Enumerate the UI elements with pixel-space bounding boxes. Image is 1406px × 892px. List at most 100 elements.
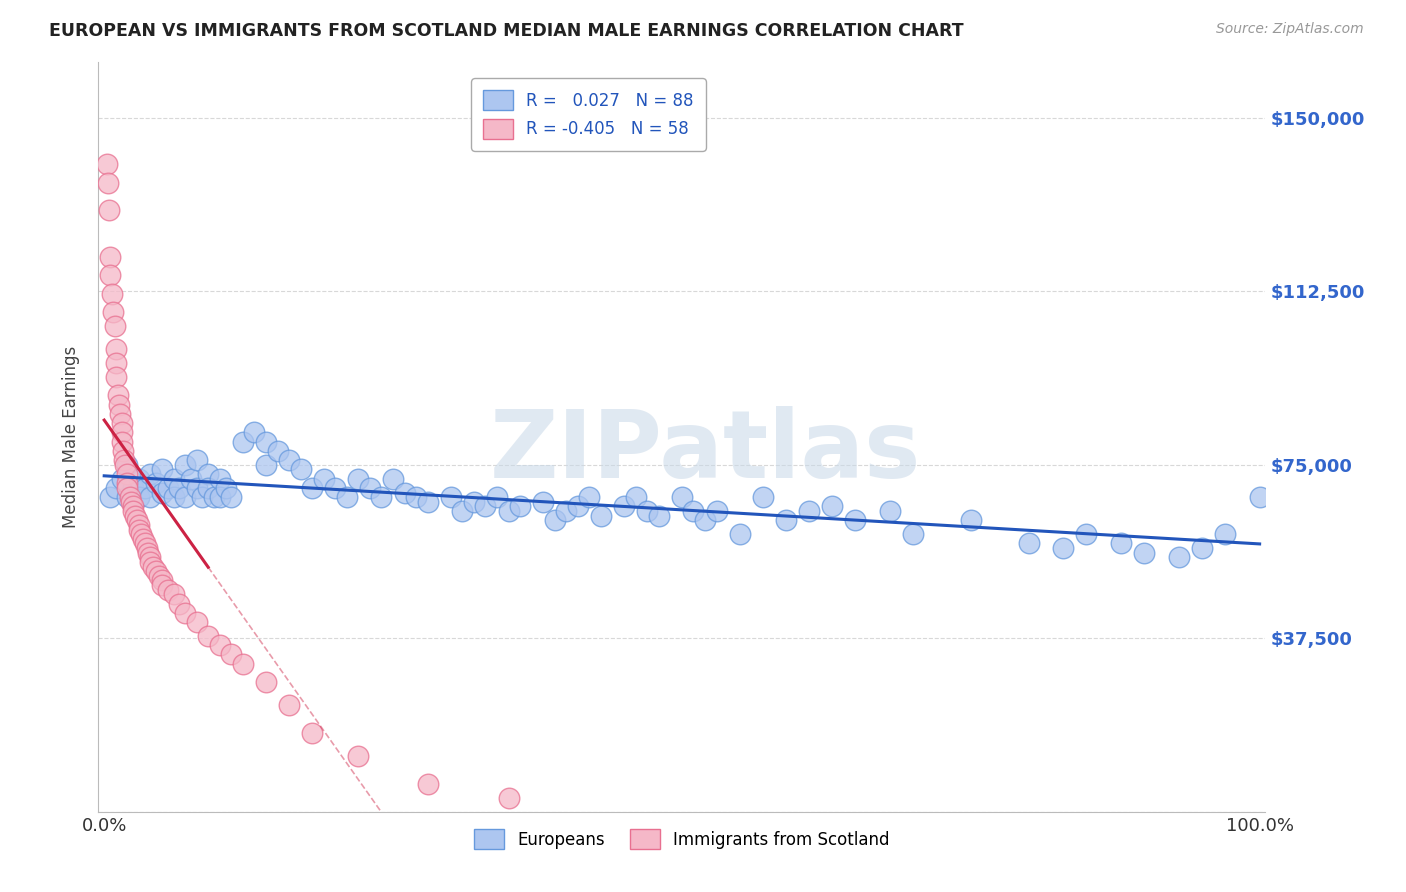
Point [266, 444, 288, 458]
Point [693, 513, 716, 527]
Point [162, 472, 184, 486]
Point [214, 481, 236, 495]
Point [232, 657, 254, 671]
Point [114, 458, 136, 472]
Point [290, 462, 312, 476]
Point [162, 490, 184, 504]
Point [117, 458, 139, 472]
Point [671, 490, 693, 504]
Point [347, 472, 370, 486]
Point [186, 615, 208, 629]
Point [162, 587, 184, 601]
Point [139, 550, 162, 565]
Point [186, 453, 208, 467]
Point [98, 268, 121, 283]
Point [150, 462, 173, 476]
Point [197, 629, 219, 643]
Point [416, 777, 439, 791]
Point [1076, 527, 1098, 541]
Point [463, 495, 485, 509]
Point [180, 472, 202, 486]
Point [128, 490, 150, 504]
Point [1133, 546, 1156, 560]
Point [139, 490, 162, 504]
Point [202, 490, 225, 504]
Text: EUROPEAN VS IMMIGRANTS FROM SCOTLAND MEDIAN MALE EARNINGS CORRELATION CHART: EUROPEAN VS IMMIGRANTS FROM SCOTLAND MED… [49, 22, 965, 40]
Point [1191, 541, 1213, 555]
Point [221, 490, 243, 504]
Point [156, 481, 179, 495]
Point [97, 176, 120, 190]
Point [97, 203, 120, 218]
Point [208, 472, 231, 486]
Point [103, 305, 125, 319]
Point [136, 541, 159, 555]
Point [347, 749, 370, 764]
Point [613, 500, 636, 514]
Point [104, 342, 127, 356]
Point [101, 286, 124, 301]
Point [169, 481, 191, 495]
Point [128, 523, 150, 537]
Point [498, 504, 520, 518]
Point [134, 481, 156, 495]
Point [624, 490, 647, 504]
Legend: Europeans, Immigrants from Scotland: Europeans, Immigrants from Scotland [467, 822, 897, 855]
Point [128, 518, 150, 533]
Point [879, 504, 901, 518]
Point [107, 388, 129, 402]
Point [278, 698, 301, 713]
Point [531, 495, 554, 509]
Point [544, 513, 567, 527]
Point [134, 536, 156, 550]
Point [129, 527, 152, 541]
Point [509, 500, 531, 514]
Point [636, 504, 658, 518]
Point [104, 370, 127, 384]
Point [648, 508, 671, 523]
Point [555, 504, 578, 518]
Point [110, 407, 132, 421]
Point [150, 578, 173, 592]
Point [148, 569, 170, 583]
Point [124, 508, 146, 523]
Point [104, 481, 127, 495]
Point [775, 513, 797, 527]
Point [301, 481, 323, 495]
Point [122, 504, 145, 518]
Point [589, 508, 612, 523]
Point [416, 495, 439, 509]
Point [232, 434, 254, 449]
Point [150, 485, 173, 500]
Point [844, 513, 866, 527]
Point [98, 250, 121, 264]
Point [197, 467, 219, 481]
Point [254, 675, 277, 690]
Point [156, 582, 179, 597]
Point [578, 490, 600, 504]
Point [451, 504, 474, 518]
Point [498, 790, 520, 805]
Point [197, 481, 219, 495]
Point [821, 500, 844, 514]
Point [122, 481, 145, 495]
Point [208, 490, 231, 504]
Point [139, 555, 162, 569]
Point [1167, 550, 1189, 565]
Point [752, 490, 775, 504]
Point [117, 490, 139, 504]
Point [1018, 536, 1040, 550]
Point [110, 416, 132, 430]
Point [128, 472, 150, 486]
Point [132, 532, 155, 546]
Point [278, 453, 301, 467]
Point [440, 490, 463, 504]
Text: ZIPatlas: ZIPatlas [489, 406, 921, 498]
Point [112, 453, 135, 467]
Point [111, 444, 134, 458]
Point [117, 481, 139, 495]
Text: Source: ZipAtlas.com: Source: ZipAtlas.com [1216, 22, 1364, 37]
Point [959, 513, 981, 527]
Point [139, 467, 162, 481]
Point [728, 527, 751, 541]
